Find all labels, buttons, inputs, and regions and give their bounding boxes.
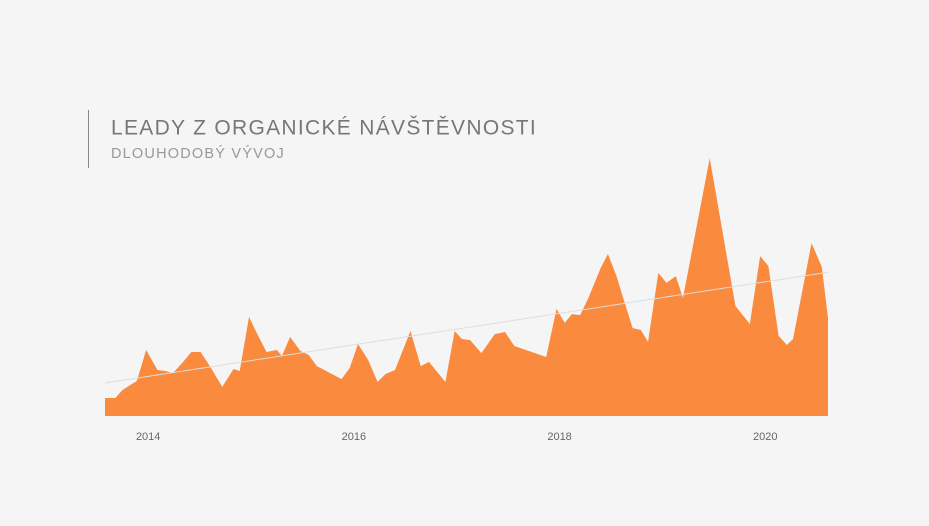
chart-title: LEADY Z ORGANICKÉ NÁVŠTĚVNOSTI bbox=[111, 117, 537, 140]
x-tick-label: 2018 bbox=[547, 431, 571, 443]
x-tick-label: 2014 bbox=[136, 431, 160, 443]
area bbox=[105, 158, 828, 416]
x-tick-label: 2016 bbox=[342, 431, 366, 443]
trend-line bbox=[104, 271, 829, 384]
chart-subtitle: DLOUHODOBÝ VÝVOJ bbox=[111, 145, 285, 162]
x-tick-label: 2020 bbox=[753, 431, 777, 443]
